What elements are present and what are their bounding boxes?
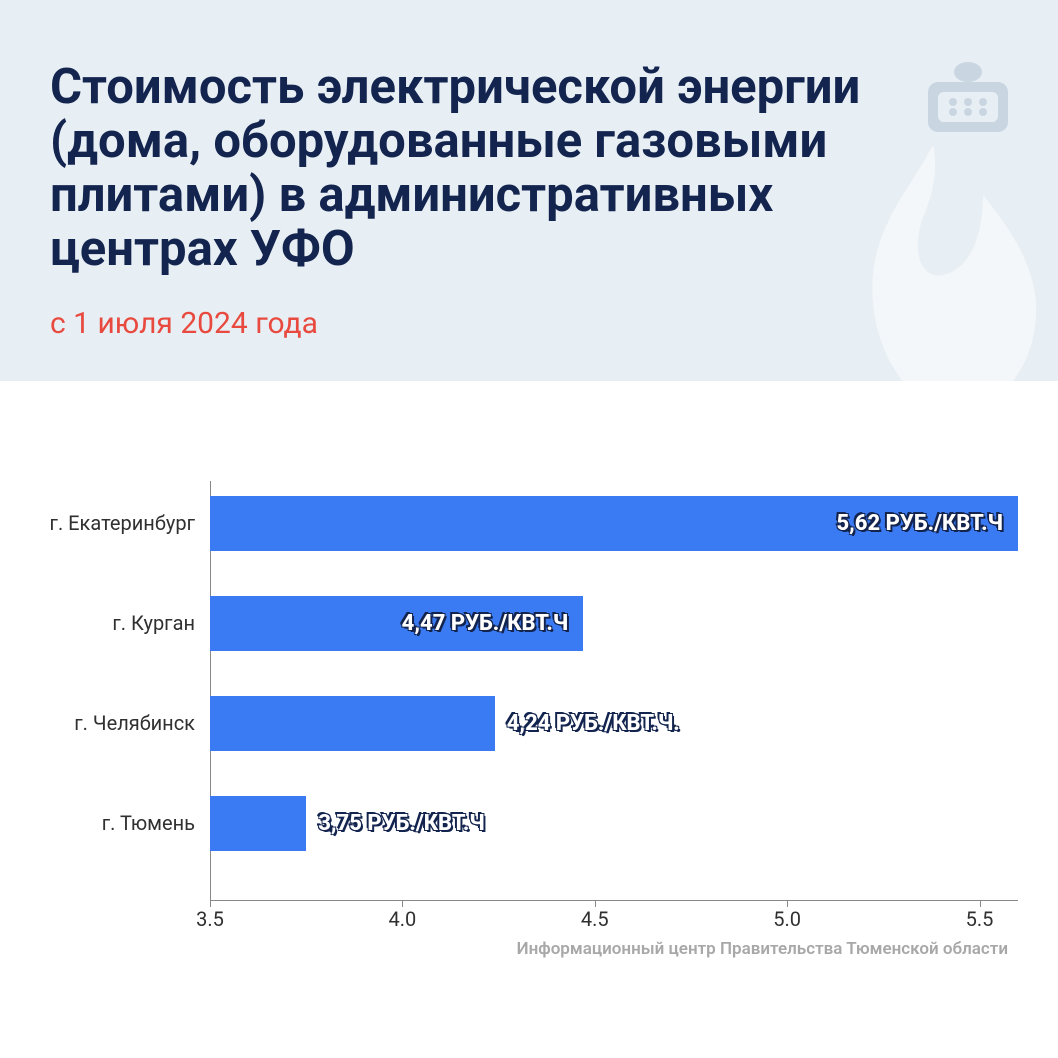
flame-icon [818, 140, 1048, 420]
bar-row: г. Тюмень3,75 РУБ./КВТ.Ч [210, 796, 1018, 851]
bar-row: г. Екатеринбург5,62 РУБ./КВТ.Ч [210, 496, 1018, 551]
bar-value-label: 4,24 РУБ./КВТ.Ч. [507, 711, 680, 736]
x-tick-label: 5.5 [966, 907, 994, 931]
page-title: Стоимость электрической энергии (дома, о… [50, 60, 930, 276]
x-tick-label: 3.5 [196, 907, 224, 931]
bar-row: г. Курган4,47 РУБ./КВТ.Ч [210, 596, 1018, 651]
category-label: г. Курган [30, 611, 210, 635]
category-label: г. Тюмень [30, 811, 210, 835]
bar-chart: г. Екатеринбург5,62 РУБ./КВТ.Ч г. Курган4… [210, 481, 1018, 921]
region-logo-icon [918, 60, 1018, 140]
bar: 4,47 РУБ./КВТ.Ч [210, 596, 583, 651]
footer-attribution: Информационный центр Правительства Тюмен… [20, 921, 1038, 959]
bar-value-label: 3,75 РУБ./КВТ.Ч [318, 811, 485, 836]
category-label: г. Челябинск [30, 711, 210, 735]
category-label: г. Екатеринбург [30, 511, 210, 535]
bar-value-label: 4,47 РУБ./КВТ.Ч [402, 611, 569, 636]
bar: 5,62 РУБ./КВТ.Ч [210, 496, 1018, 551]
bar: 3,75 РУБ./КВТ.Ч [210, 796, 306, 851]
chart-container: г. Екатеринбург5,62 РУБ./КВТ.Чг. Курган4… [0, 381, 1058, 989]
x-tick-label: 4.0 [388, 907, 416, 931]
x-tick-label: 5.0 [773, 907, 801, 931]
bar-row: г. Челябинск4,24 РУБ./КВТ.Ч. [210, 696, 1018, 751]
x-axis [210, 900, 1018, 901]
bar-value-label: 5,62 РУБ./КВТ.Ч [836, 511, 1003, 536]
bar: 4,24 РУБ./КВТ.Ч. [210, 696, 495, 751]
header: Стоимость электрической энергии (дома, о… [0, 0, 1058, 381]
x-tick-label: 4.5 [581, 907, 609, 931]
